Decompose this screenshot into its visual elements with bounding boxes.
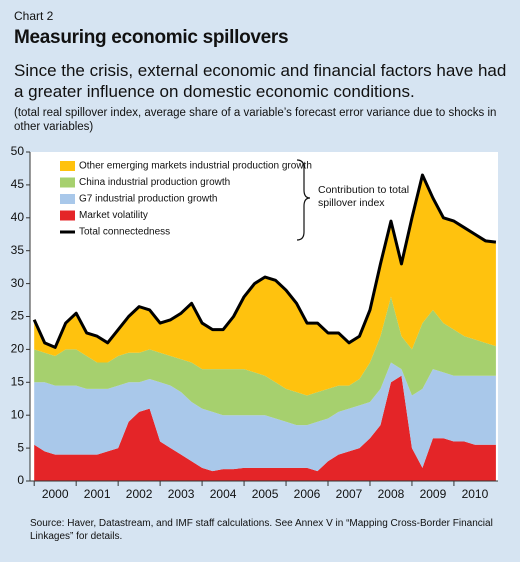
area (34, 375, 496, 481)
area (34, 175, 496, 396)
x-tick-label: 2005 (252, 487, 279, 501)
chart-title: Measuring economic spillovers (14, 27, 289, 48)
legend-label: G7 industrial production growth (79, 194, 217, 205)
legend-swatch (60, 194, 75, 204)
x-tick-label: 2001 (84, 487, 111, 501)
chart-subtitle: Since the crisis, external economic and … (14, 61, 507, 101)
legend-label: Market volatility (79, 210, 148, 221)
x-tick-label: 2002 (126, 487, 153, 501)
y-tick-label: 10 (11, 407, 25, 421)
x-tick-label: 2003 (168, 487, 195, 501)
y-tick-label: 5 (17, 440, 24, 454)
y-tick-label: 40 (11, 210, 25, 224)
x-tick-label: 2000 (42, 487, 69, 501)
area (34, 362, 496, 472)
area (34, 296, 496, 426)
x-tick-label: 2008 (378, 487, 405, 501)
y-tick-label: 0 (17, 473, 24, 487)
x-tick-label: 2004 (210, 487, 237, 501)
x-tick-label: 2007 (336, 487, 363, 501)
legend-swatch (60, 210, 75, 221)
chart-label: Chart 2 (14, 9, 54, 23)
total-line (32, 173, 497, 349)
y-tick-label: 30 (11, 276, 25, 290)
source-note: Source: Haver, Datastream, and IMF staff… (30, 518, 493, 542)
y-tick-label: 35 (11, 243, 25, 257)
brace (296, 159, 311, 241)
x-tick-label: 2010 (462, 487, 489, 501)
y-tick-label: 45 (11, 177, 25, 191)
chart-note: (total real spillover index, average sha… (14, 107, 497, 133)
legend-swatch (60, 161, 75, 171)
legend-label: Total connectedness (79, 227, 170, 238)
y-tick-label: 25 (11, 309, 25, 323)
x-tick-label: 2009 (420, 487, 447, 501)
y-tick-label: 15 (11, 374, 25, 388)
legend-label: China industrial production growth (79, 177, 230, 188)
legend-swatch (60, 177, 75, 188)
y-tick-label: 20 (11, 342, 25, 356)
y-tick-label: 50 (11, 144, 25, 158)
legend-label: Other emerging markets industrial produc… (79, 161, 312, 172)
x-tick-label: 2006 (294, 487, 321, 501)
annotation: Contribution to total spillover index (318, 184, 410, 209)
